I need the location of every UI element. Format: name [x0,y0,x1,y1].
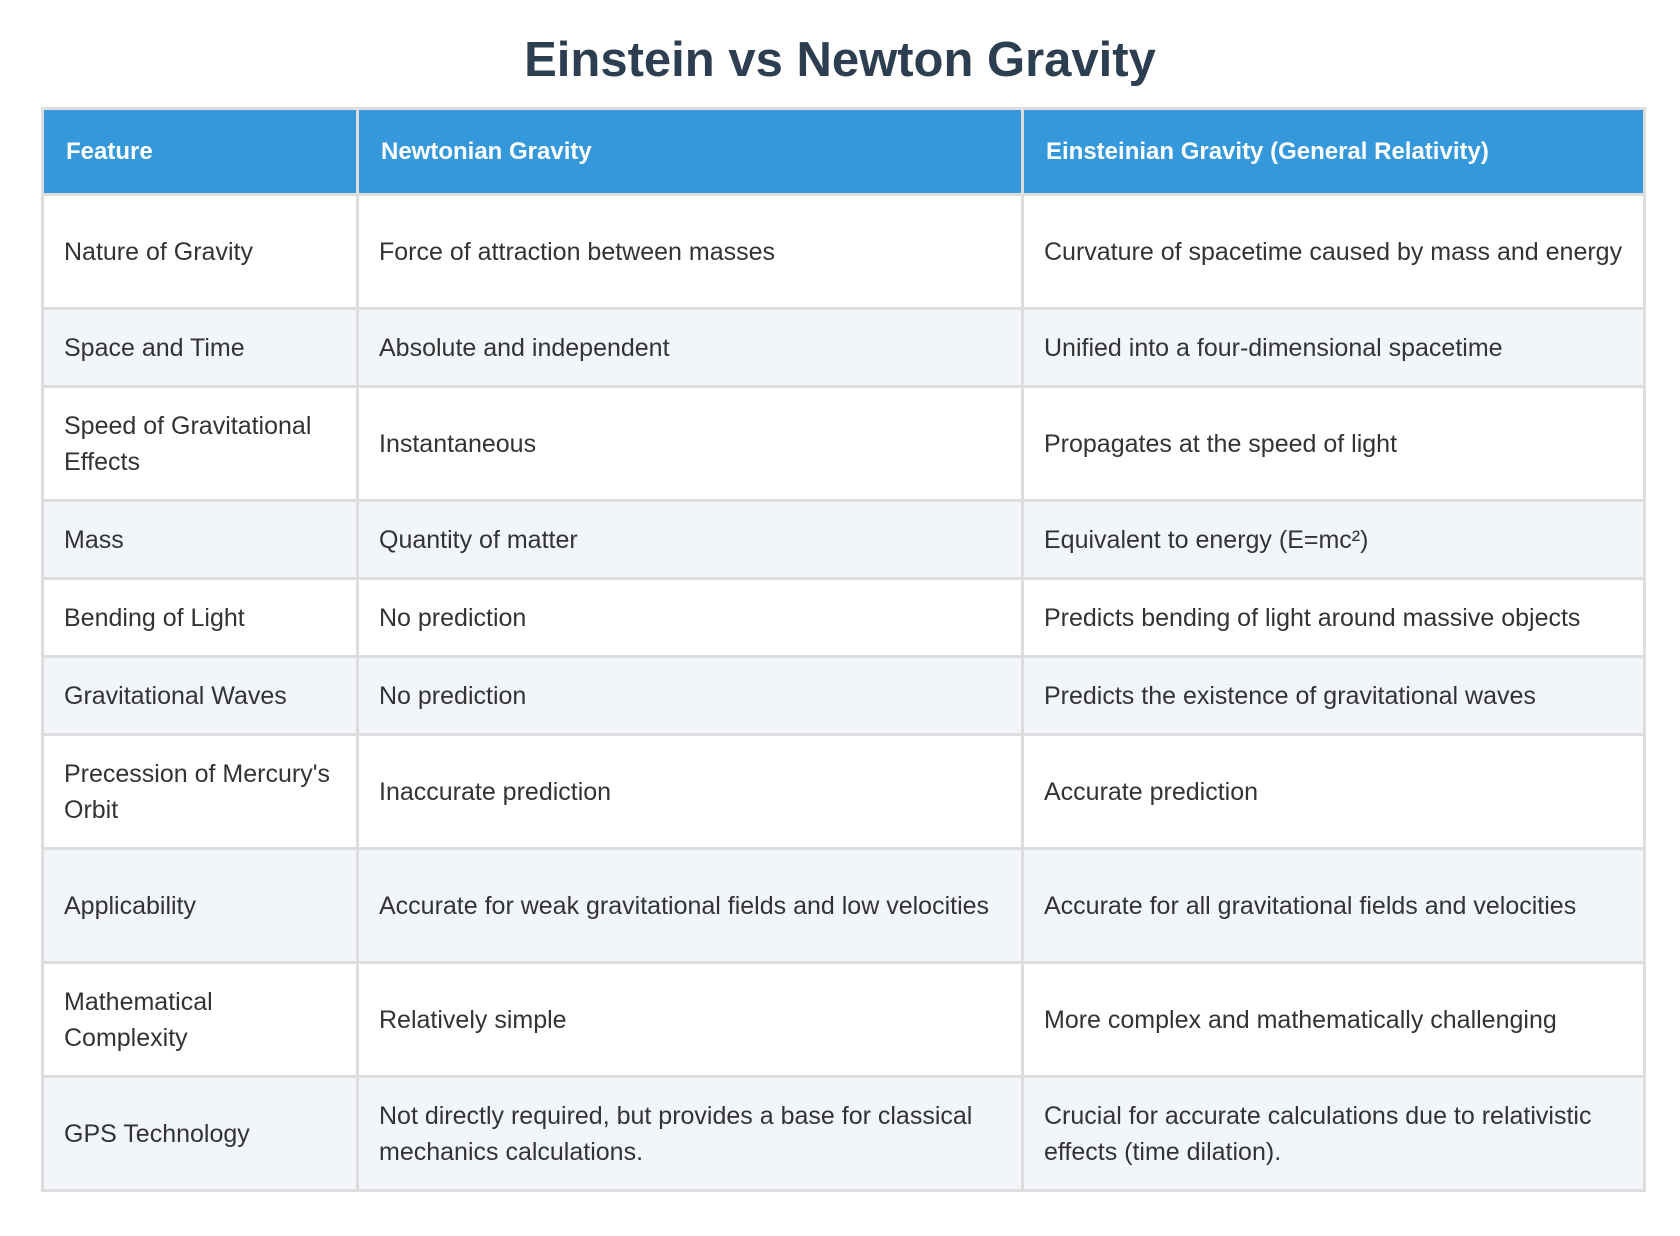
cell-einsteinian: Accurate for all gravitational fields an… [1021,847,1646,964]
cell-newtonian: No prediction [356,577,1024,658]
table-row: Mathematical Complexity Relatively simpl… [41,961,1646,1078]
cell-einsteinian: Crucial for accurate calculations due to… [1021,1075,1646,1192]
cell-feature: Nature of Gravity [41,193,359,310]
cell-einsteinian: Curvature of spacetime caused by mass an… [1021,193,1646,310]
table-row: Bending of Light No prediction Predicts … [41,577,1646,658]
table-row: GPS Technology Not directly required, bu… [41,1075,1646,1192]
cell-newtonian: No prediction [356,655,1024,736]
cell-newtonian: Instantaneous [356,385,1024,502]
table-row: Mass Quantity of matter Equivalent to en… [41,499,1646,580]
cell-feature: Bending of Light [41,577,359,658]
cell-einsteinian: Unified into a four-dimensional spacetim… [1021,307,1646,388]
cell-feature: Mass [41,499,359,580]
page-title: Einstein vs Newton Gravity [524,33,1156,87]
cell-feature: Gravitational Waves [41,655,359,736]
cell-einsteinian: Predicts the existence of gravitational … [1021,655,1646,736]
comparison-table: Feature Newtonian Gravity Einsteinian Gr… [41,107,1646,1192]
cell-feature: Space and Time [41,307,359,388]
table-row: Nature of Gravity Force of attraction be… [41,193,1646,310]
cell-feature: Mathematical Complexity [41,961,359,1078]
header-einsteinian: Einsteinian Gravity (General Relativity) [1021,107,1646,196]
table-row: Precession of Mercury's Orbit Inaccurate… [41,733,1646,850]
cell-feature: Precession of Mercury's Orbit [41,733,359,850]
cell-feature: GPS Technology [41,1075,359,1192]
cell-einsteinian: Predicts bending of light around massive… [1021,577,1646,658]
table-row: Space and Time Absolute and independent … [41,307,1646,388]
table-row: Speed of Gravitational Effects Instantan… [41,385,1646,502]
table-row: Gravitational Waves No prediction Predic… [41,655,1646,736]
header-feature: Feature [41,107,359,196]
cell-newtonian: Not directly required, but provides a ba… [356,1075,1024,1192]
cell-newtonian: Relatively simple [356,961,1024,1078]
cell-einsteinian: More complex and mathematically challeng… [1021,961,1646,1078]
cell-einsteinian: Equivalent to energy (E=mc²) [1021,499,1646,580]
cell-feature: Applicability [41,847,359,964]
cell-newtonian: Accurate for weak gravitational fields a… [356,847,1024,964]
cell-einsteinian: Accurate prediction [1021,733,1646,850]
header-newtonian: Newtonian Gravity [356,107,1024,196]
cell-feature: Speed of Gravitational Effects [41,385,359,502]
table-header-row: Feature Newtonian Gravity Einsteinian Gr… [41,107,1646,196]
cell-newtonian: Inaccurate prediction [356,733,1024,850]
cell-newtonian: Force of attraction between masses [356,193,1024,310]
cell-einsteinian: Propagates at the speed of light [1021,385,1646,502]
table-row: Applicability Accurate for weak gravitat… [41,847,1646,964]
cell-newtonian: Quantity of matter [356,499,1024,580]
cell-newtonian: Absolute and independent [356,307,1024,388]
